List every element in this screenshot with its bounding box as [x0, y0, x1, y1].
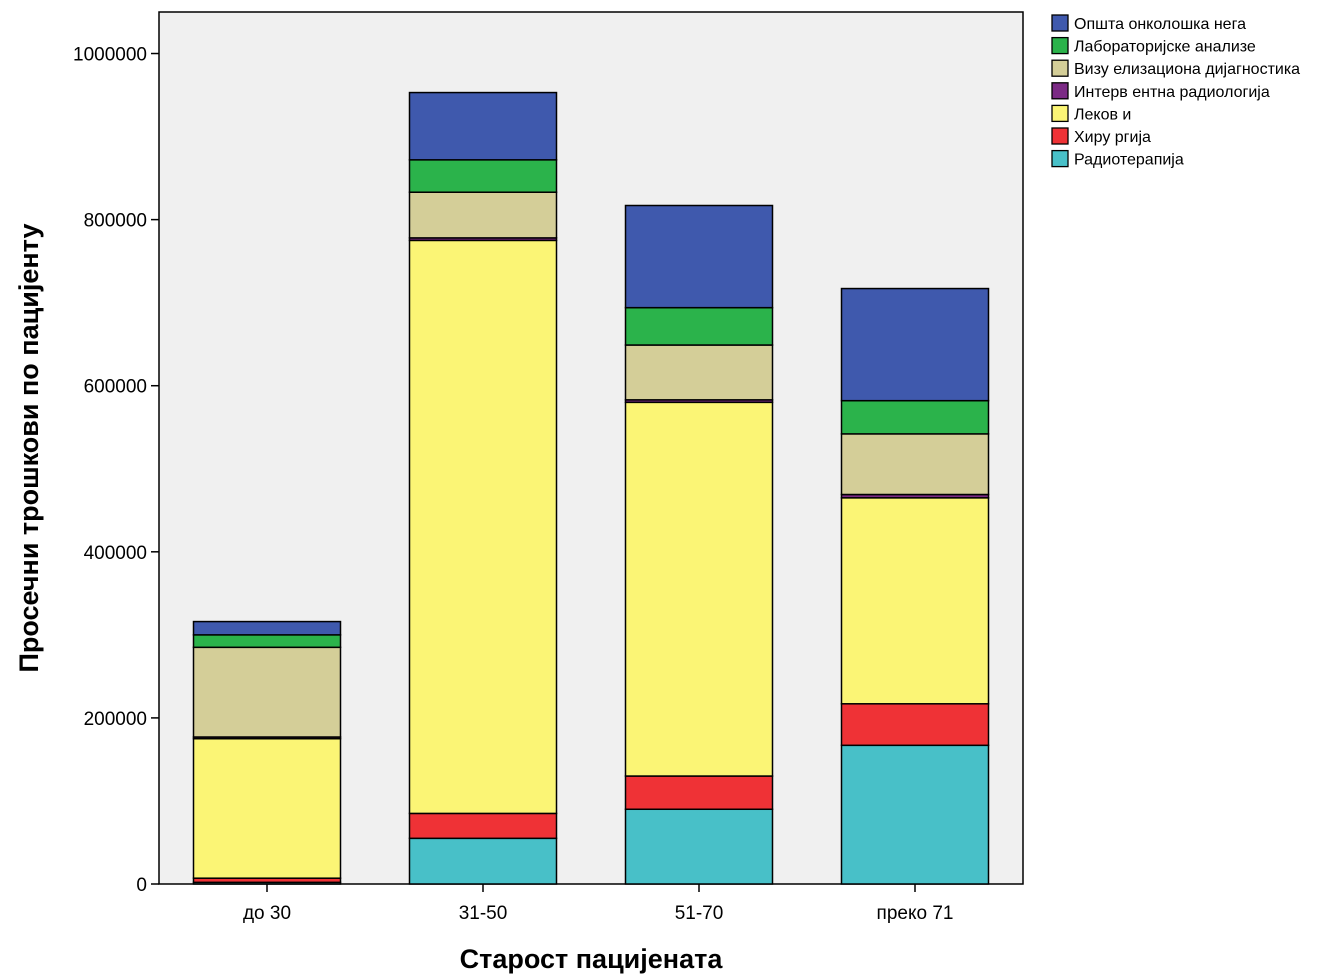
legend-label: Хиру ргија — [1074, 129, 1151, 146]
legend-swatch — [1051, 36, 1069, 55]
x-axis: до 30 31-50 51-70 преко 71 — [243, 884, 954, 924]
bars-group — [192, 91, 990, 885]
y-tick-label: 600000 — [84, 377, 147, 398]
legend-swatch — [1051, 59, 1069, 77]
bar-segment — [624, 401, 774, 777]
bar-segment — [408, 812, 558, 840]
legend-swatch — [1051, 127, 1069, 145]
bar-segment — [624, 306, 774, 346]
bar-segment — [840, 287, 990, 402]
legend-label: Леков и — [1074, 106, 1131, 123]
legend: Општа онколошка нега Лабораторијске анали… — [1051, 14, 1300, 169]
bar-segment — [408, 191, 558, 239]
x-tick-label: преко 71 — [877, 903, 954, 924]
bar-segment — [840, 703, 990, 747]
bar-segment — [192, 646, 342, 738]
legend-swatch — [1051, 104, 1069, 123]
bar-segment — [624, 808, 774, 885]
bar-segment — [408, 837, 558, 885]
bar-segment — [840, 744, 990, 885]
y-tick-label: 0 — [136, 875, 147, 896]
x-tick-label: 51-70 — [675, 903, 724, 924]
bar-segment — [840, 497, 990, 705]
x-tick-label: 31-50 — [459, 903, 508, 924]
x-axis-title: Старост пацијената — [460, 944, 724, 974]
bar-segment — [192, 620, 342, 636]
y-axis-title: Просечни трошкови по пацијенту — [14, 223, 44, 672]
legend-swatch — [1051, 149, 1069, 168]
x-tick-label: до 30 — [243, 903, 291, 924]
y-tick-label: 800000 — [84, 211, 147, 232]
bar-segment — [840, 433, 990, 496]
legend-label: Интерв ентна радиологија — [1074, 84, 1270, 101]
legend-label: Општа онколошка нега — [1074, 16, 1246, 33]
bar-segment — [624, 204, 774, 309]
y-tick-label: 1000000 — [73, 45, 147, 66]
bar-segment — [624, 775, 774, 811]
bar-segment — [408, 159, 558, 193]
bar-segment — [624, 344, 774, 401]
y-axis: 0 200000 400000 600000 800000 1000000 — [73, 45, 159, 896]
bar-segment — [840, 399, 990, 435]
bar-segment — [192, 737, 342, 879]
legend-label: Визу елизациона дијагностика — [1074, 61, 1300, 78]
bar-segment — [408, 91, 558, 161]
y-tick-label: 400000 — [84, 543, 147, 564]
legend-swatch — [1051, 14, 1069, 32]
legend-label: Радиотерапија — [1074, 152, 1184, 169]
bar-segment — [192, 634, 342, 649]
legend-label: Лабораторијске анализе — [1074, 39, 1256, 56]
legend-swatch — [1051, 82, 1069, 100]
y-tick-label: 200000 — [84, 709, 147, 730]
bar-segment — [408, 239, 558, 815]
